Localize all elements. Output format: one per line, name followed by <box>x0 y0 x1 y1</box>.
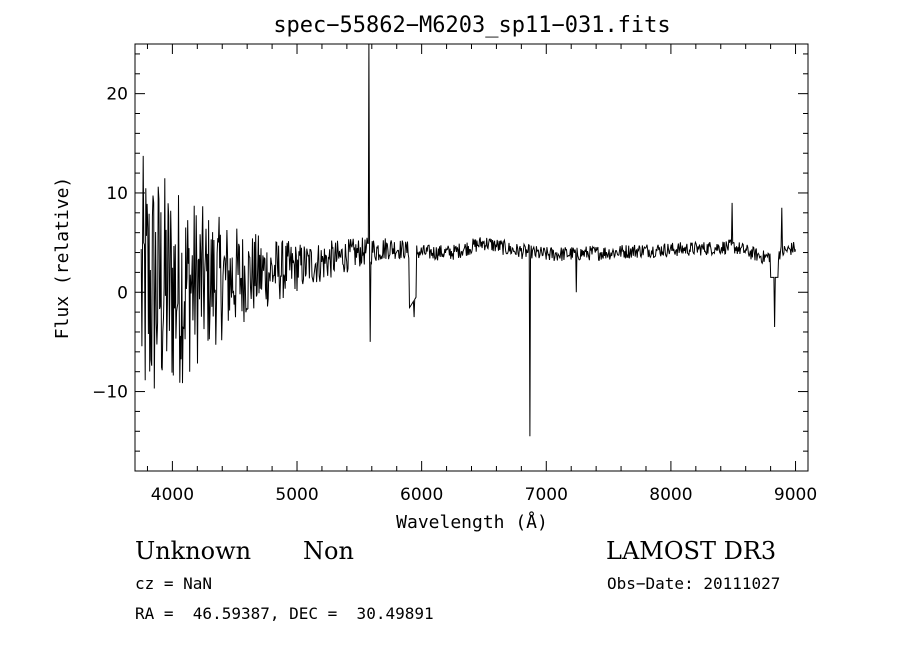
y-tick-label: 10 <box>106 184 128 204</box>
object-subclass: Non <box>303 537 354 565</box>
y-tick-label: 0 <box>117 283 128 303</box>
redshift-cz: cz = NaN <box>135 574 213 593</box>
y-axis-label: Flux (relative) <box>52 177 73 340</box>
y-tick-label: 20 <box>106 85 128 105</box>
observation-date: Obs−Date: 20111027 <box>607 574 781 593</box>
x-tick-label: 8000 <box>649 485 692 505</box>
x-tick-label: 6000 <box>400 485 443 505</box>
object-class: Unknown <box>135 537 252 565</box>
x-tick-label: 9000 <box>774 485 817 505</box>
survey-name: LAMOST DR3 <box>606 537 777 565</box>
coordinates: RA = 46.59387, DEC = 30.49891 <box>135 604 434 623</box>
x-tick-label: 7000 <box>525 485 568 505</box>
spectrum-line <box>140 44 796 437</box>
chart-title: spec−55862−M6203_sp11−031.fits <box>273 13 670 38</box>
x-tick-label: 5000 <box>275 485 318 505</box>
x-axis-ticks: 4000 5000 6000 7000 8000 9000 <box>146 44 817 505</box>
y-axis-ticks: −10 0 10 20 <box>92 53 808 452</box>
spectrum-chart: spec−55862−M6203_sp11−031.fits 4000 5000 6… <box>52 13 817 533</box>
y-tick-label: −10 <box>92 383 128 403</box>
x-axis-label: Wavelength (Å) <box>396 511 548 533</box>
x-tick-label: 4000 <box>151 485 194 505</box>
